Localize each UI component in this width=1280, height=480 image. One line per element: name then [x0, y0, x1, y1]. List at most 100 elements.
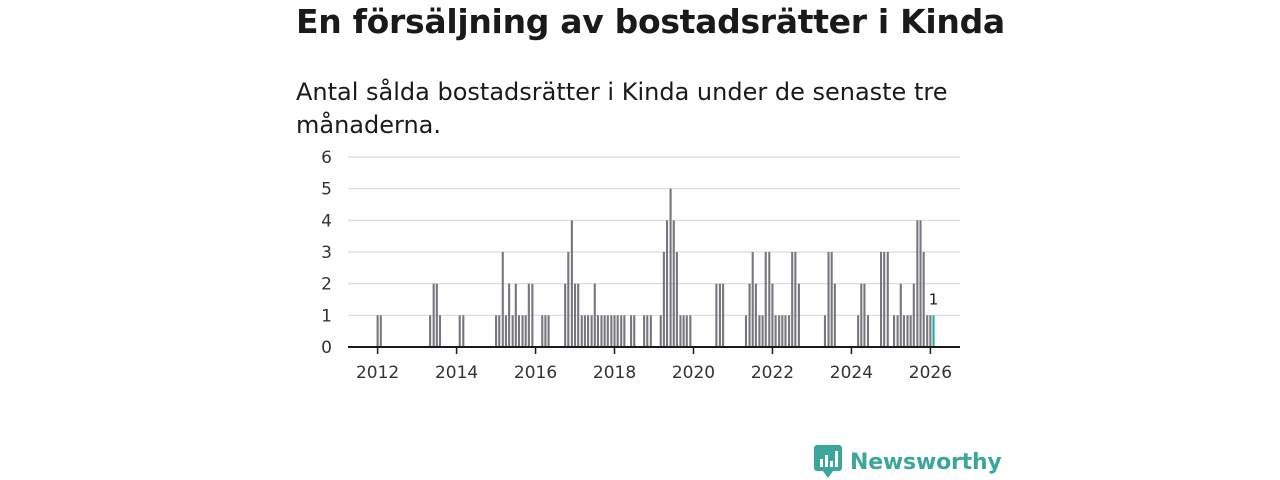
bar — [761, 315, 764, 347]
x-axis-ticks: 2012 2014 2016 2018 2020 2022 2024 2026 — [356, 347, 952, 383]
bar — [781, 315, 784, 347]
bar — [863, 283, 866, 347]
bar — [577, 283, 580, 347]
bar — [564, 283, 567, 347]
bar — [527, 283, 530, 347]
bar — [596, 315, 599, 347]
bar — [879, 252, 883, 347]
bar — [429, 315, 432, 347]
bar — [893, 315, 896, 347]
bar — [517, 315, 521, 347]
y-axis-ticks: 0 1 2 3 4 5 6 — [321, 148, 332, 358]
bar — [458, 315, 461, 347]
bar — [531, 283, 534, 347]
bar — [675, 252, 678, 347]
y-tick-label: 6 — [321, 148, 332, 168]
bar — [768, 252, 771, 347]
bar — [778, 315, 781, 347]
bar — [606, 315, 609, 347]
data-label: 1 — [929, 290, 939, 308]
bar — [672, 220, 675, 347]
bar — [623, 315, 626, 347]
bar — [583, 315, 586, 347]
bar — [797, 283, 800, 347]
bar — [926, 315, 929, 347]
bar — [833, 283, 836, 347]
bar — [758, 315, 761, 347]
bar — [610, 315, 613, 347]
bar — [883, 252, 886, 347]
x-tick-label: 2026 — [909, 363, 952, 383]
bar — [685, 315, 688, 347]
bar — [916, 220, 919, 347]
x-tick-label: 2014 — [435, 363, 478, 383]
bar — [665, 220, 669, 347]
y-tick-label: 0 — [321, 338, 332, 358]
y-tick-label: 5 — [321, 180, 332, 200]
bar — [603, 315, 606, 347]
bar — [857, 315, 860, 347]
bar — [764, 252, 767, 347]
bar — [498, 315, 501, 347]
bar — [751, 252, 754, 347]
bar — [570, 220, 573, 347]
brand-logo: Newsworthy — [814, 444, 1002, 480]
bar — [504, 315, 507, 347]
bar — [438, 315, 442, 347]
newsworthy-logo-icon — [814, 445, 842, 478]
bar — [495, 315, 498, 347]
chart-subtitle: Antal sålda bostadsrätter i Kinda under … — [296, 78, 948, 139]
bar — [649, 315, 652, 347]
bar — [718, 283, 721, 347]
x-tick-label: 2016 — [514, 363, 557, 383]
bar — [633, 315, 636, 347]
bar — [744, 315, 748, 347]
bar — [508, 283, 511, 347]
bar-latest — [932, 315, 935, 347]
data-labels: 1 — [929, 290, 939, 308]
bar — [630, 315, 633, 347]
bar — [462, 315, 465, 347]
bar — [909, 315, 912, 347]
bar — [896, 315, 899, 347]
x-tick-label: 2024 — [830, 363, 873, 383]
sales-bar-chart: 0 1 2 3 4 5 6 2012 2014 2016 2018 2020 2022 2024 2026… — [321, 148, 960, 383]
bar — [643, 315, 646, 347]
y-tick-label: 4 — [321, 211, 332, 231]
bar — [791, 252, 794, 347]
bar — [827, 252, 830, 347]
bar — [679, 315, 682, 347]
bar — [902, 315, 905, 347]
bar — [435, 283, 438, 347]
bar — [501, 252, 504, 347]
bar — [600, 315, 603, 347]
bar — [547, 315, 550, 347]
bar — [593, 283, 596, 347]
bar — [524, 315, 527, 347]
bar — [722, 283, 725, 347]
bar — [715, 283, 718, 347]
page-title: En försäljning av bostadsrätter i Kinda — [296, 2, 1005, 41]
bar — [682, 315, 685, 347]
bar — [580, 315, 583, 347]
bar — [754, 283, 757, 347]
bar — [771, 283, 774, 347]
brand-name: Newsworthy — [850, 449, 1002, 475]
bar — [511, 315, 514, 347]
x-tick-label: 2022 — [751, 363, 794, 383]
bar — [860, 283, 863, 347]
bar — [899, 283, 902, 347]
bar — [929, 315, 932, 347]
bar — [587, 315, 590, 347]
bar — [544, 315, 547, 347]
bar — [573, 283, 577, 347]
bar — [590, 315, 593, 347]
bar — [866, 315, 870, 347]
bar — [906, 315, 909, 347]
x-tick-label: 2020 — [672, 363, 715, 383]
bar — [794, 252, 797, 347]
gridlines — [348, 156, 960, 316]
bar — [646, 315, 649, 347]
bar — [912, 283, 915, 347]
bar — [376, 315, 379, 347]
